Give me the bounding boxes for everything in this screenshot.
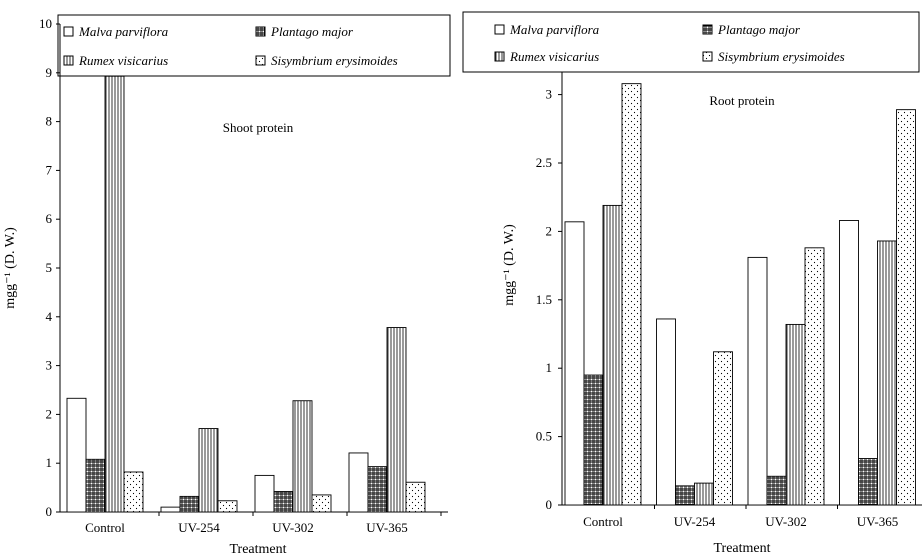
shoot-y-tick-label: 10 xyxy=(39,16,52,31)
root-y-tick-label: 3 xyxy=(546,87,553,102)
legend-swatch-sisymbrium xyxy=(255,55,266,66)
shoot-legend-item-sisymbrium: Sisymbrium erysimoides xyxy=(255,53,398,68)
shoot-y-axis-title: mgg⁻¹ (D. W.) xyxy=(3,227,18,309)
legend-label-sisymbrium: Sisymbrium erysimoides xyxy=(271,53,398,68)
root-y-tick-label: 0 xyxy=(546,497,553,512)
shoot-bars xyxy=(66,75,426,513)
shoot-bar-sisymbrium-uv-365 xyxy=(405,481,426,513)
legend-swatch-malva xyxy=(494,24,505,35)
shoot-y-tick-label: 2 xyxy=(46,406,53,421)
shoot-chart-title: Shoot protein xyxy=(223,120,294,135)
root-legend-item-rumex: Rumex visicarius xyxy=(494,49,599,64)
shoot-bar-malva-uv-365 xyxy=(348,452,369,513)
legend-label-plantago: Plantago major xyxy=(717,22,801,37)
shoot-y-tick-label: 3 xyxy=(46,358,53,373)
shoot-legend-item-malva: Malva parviflora xyxy=(63,24,169,39)
root-y-tick-label: 0.5 xyxy=(536,429,552,444)
root-bar-sisymbrium-uv-302 xyxy=(804,247,825,506)
shoot-legend-item-rumex: Rumex visicarius xyxy=(63,53,168,68)
legend-label-rumex: Rumex visicarius xyxy=(509,49,599,64)
shoot-bar-rumex-control xyxy=(104,75,125,513)
legend-swatch-sisymbrium xyxy=(702,51,713,62)
root-x-tick-label: UV-302 xyxy=(765,514,806,529)
shoot-bar-sisymbrium-uv-302 xyxy=(311,494,332,513)
root-bar-plantago-control xyxy=(583,374,604,506)
shoot-bar-plantago-control xyxy=(85,458,106,513)
legend-label-rumex: Rumex visicarius xyxy=(78,53,168,68)
root-bar-plantago-uv-254 xyxy=(675,485,695,506)
legend-swatch-plantago xyxy=(702,24,713,35)
root-bar-sisymbrium-control xyxy=(621,83,642,506)
shoot-bar-malva-uv-302 xyxy=(254,474,275,513)
shoot-x-tick-labels: Control UV-254 UV-302 UV-365 xyxy=(85,512,442,535)
legend-label-sisymbrium: Sisymbrium erysimoides xyxy=(718,49,845,64)
root-x-tick-labels: Control UV-254 UV-302 UV-365 xyxy=(583,505,898,529)
legend-swatch-malva xyxy=(63,26,74,37)
shoot-y-ticks: 0 1 2 3 4 5 6 7 8 9 10 xyxy=(39,16,60,519)
root-bar-rumex-control xyxy=(602,204,623,506)
root-y-axis-title: mgg⁻¹ (D. W.) xyxy=(502,224,517,306)
shoot-bar-malva-control xyxy=(66,397,87,513)
shoot-y-tick-label: 1 xyxy=(46,455,53,470)
legend-swatch-rumex xyxy=(494,51,505,62)
root-legend-item-plantago: Plantago major xyxy=(702,22,801,37)
root-bar-malva-uv-254 xyxy=(656,318,676,506)
shoot-x-tick-label: UV-302 xyxy=(272,520,313,535)
root-y-tick-label: 1 xyxy=(546,360,553,375)
shoot-x-tick-label: UV-254 xyxy=(178,520,220,535)
shoot-y-tick-label: 4 xyxy=(46,309,53,324)
shoot-y-tick-label: 5 xyxy=(46,260,53,275)
shoot-y-tick-label: 8 xyxy=(46,114,53,129)
legend-label-malva: Malva parviflora xyxy=(509,22,600,37)
root-bar-plantago-uv-302 xyxy=(766,475,787,506)
root-legend: Malva parviflora Plantago major Rumex vi… xyxy=(462,11,920,73)
shoot-bar-sisymbrium-uv-254 xyxy=(217,500,238,513)
root-x-tick-label: UV-254 xyxy=(674,514,716,529)
root-y-tick-label: 2.5 xyxy=(536,155,552,170)
root-protein-chart: Malva parviflora Plantago major Rumex vi… xyxy=(462,11,922,556)
legend-swatch-plantago xyxy=(255,26,266,37)
shoot-bar-sisymbrium-control xyxy=(123,471,144,513)
root-y-tick-label: 1.5 xyxy=(536,292,552,307)
shoot-bar-plantago-uv-254 xyxy=(179,495,200,513)
shoot-x-axis-title: Treatment xyxy=(229,542,286,556)
root-bar-plantago-uv-365 xyxy=(858,458,878,506)
shoot-legend: Malva parviflora Plantago major Rumex vi… xyxy=(57,14,451,77)
root-bar-sisymbrium-uv-254 xyxy=(713,351,733,506)
root-bars xyxy=(564,83,916,506)
shoot-legend-item-plantago: Plantago major xyxy=(255,24,354,39)
root-bar-malva-control xyxy=(564,221,585,506)
legend-swatch-rumex xyxy=(63,55,74,66)
root-x-tick-label: Control xyxy=(583,514,623,529)
root-bar-sisymbrium-uv-365 xyxy=(896,109,916,506)
root-y-ticks: 0 0.5 1 1.5 2 2.5 3 xyxy=(536,87,562,512)
root-legend-item-sisymbrium: Sisymbrium erysimoides xyxy=(702,49,845,64)
shoot-y-tick-label: 0 xyxy=(46,504,53,519)
shoot-bar-rumex-uv-365 xyxy=(386,327,407,513)
shoot-y-tick-label: 7 xyxy=(46,162,53,177)
root-x-axis-title: Treatment xyxy=(713,541,770,556)
shoot-bar-plantago-uv-365 xyxy=(367,466,388,513)
root-bar-rumex-uv-365 xyxy=(877,240,897,506)
legend-label-plantago: Plantago major xyxy=(270,24,354,39)
shoot-bar-plantago-uv-302 xyxy=(273,491,294,513)
root-bar-rumex-uv-254 xyxy=(694,482,714,506)
root-legend-item-malva: Malva parviflora xyxy=(494,22,600,37)
shoot-x-tick-label: UV-365 xyxy=(366,520,407,535)
shoot-bar-rumex-uv-254 xyxy=(198,428,219,513)
root-bar-rumex-uv-302 xyxy=(785,323,806,506)
root-y-tick-label: 2 xyxy=(546,223,553,238)
legend-label-malva: Malva parviflora xyxy=(78,24,169,39)
shoot-bar-rumex-uv-302 xyxy=(292,400,313,513)
root-x-tick-label: UV-365 xyxy=(857,514,898,529)
root-bar-malva-uv-365 xyxy=(839,220,859,506)
root-bar-malva-uv-302 xyxy=(747,256,768,506)
shoot-y-tick-label: 6 xyxy=(46,211,53,226)
shoot-protein-chart: Malva parviflora Plantago major Rumex vi… xyxy=(3,14,451,556)
shoot-x-tick-label: Control xyxy=(85,520,125,535)
shoot-y-tick-label: 9 xyxy=(46,65,53,80)
shoot-bar-malva-uv-254 xyxy=(160,506,181,513)
root-chart-title: Root protein xyxy=(709,93,775,108)
